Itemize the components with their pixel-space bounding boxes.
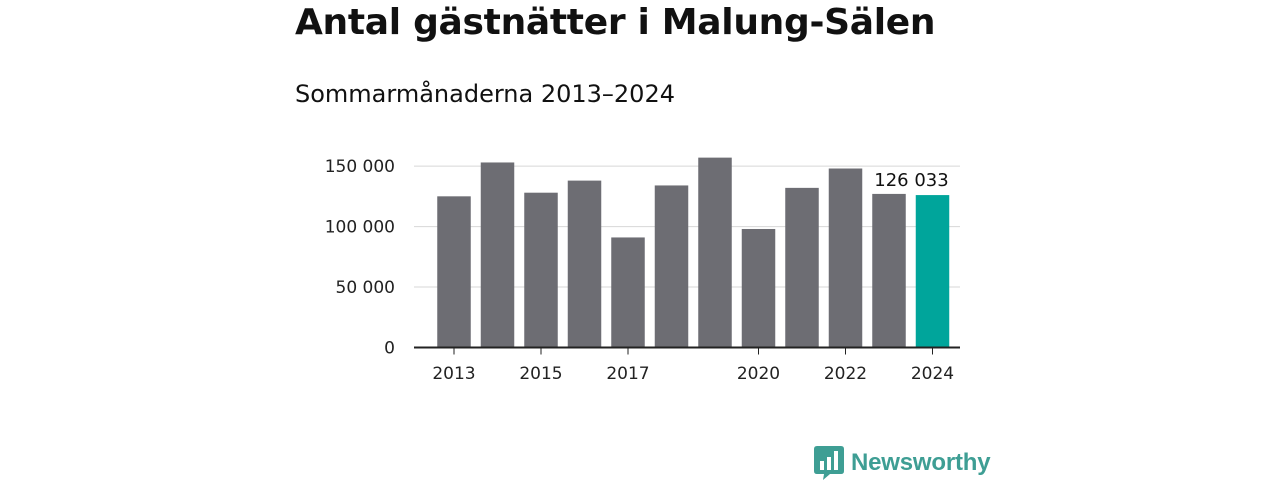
- x-tick-label: 2022: [824, 364, 867, 384]
- chart-subtitle: Sommarmånaderna 2013–2024: [295, 80, 675, 108]
- bar: [872, 193, 906, 348]
- x-tick-label: 2017: [606, 364, 649, 384]
- bar: [915, 195, 950, 348]
- chart-title: Antal gästnätter i Malung-Sälen: [295, 2, 936, 43]
- bar: [611, 237, 645, 348]
- x-tick-label: 2015: [519, 364, 562, 384]
- bar: [828, 168, 863, 348]
- y-axis-labels: 0 50 000 100 000 150 000: [325, 157, 395, 358]
- brand-name: Newsworthy: [851, 449, 991, 476]
- bar: [524, 192, 558, 348]
- x-tick-label: 2020: [737, 364, 780, 384]
- bars: [437, 157, 950, 348]
- y-tick-label: 150 000: [325, 157, 395, 177]
- bar: [437, 196, 471, 348]
- chart-bubble-icon: [814, 446, 844, 480]
- bar: [785, 187, 819, 348]
- y-tick-label: 0: [384, 339, 395, 359]
- annotations: 126 033: [874, 170, 948, 191]
- x-axis-labels: 2013 2015 2017 2020 2022 2024: [432, 347, 954, 384]
- value-label: 126 033: [874, 170, 948, 191]
- bar: [567, 180, 602, 348]
- y-tick-label: 50 000: [336, 278, 395, 298]
- bar: [741, 228, 776, 348]
- x-tick-label: 2024: [911, 364, 954, 384]
- x-tick-label: 2013: [432, 364, 475, 384]
- y-tick-label: 100 000: [325, 218, 395, 238]
- bar: [698, 157, 732, 348]
- newsworthy-logo: Newsworthy: [814, 446, 991, 480]
- bar: [654, 185, 689, 348]
- bar: [480, 162, 515, 348]
